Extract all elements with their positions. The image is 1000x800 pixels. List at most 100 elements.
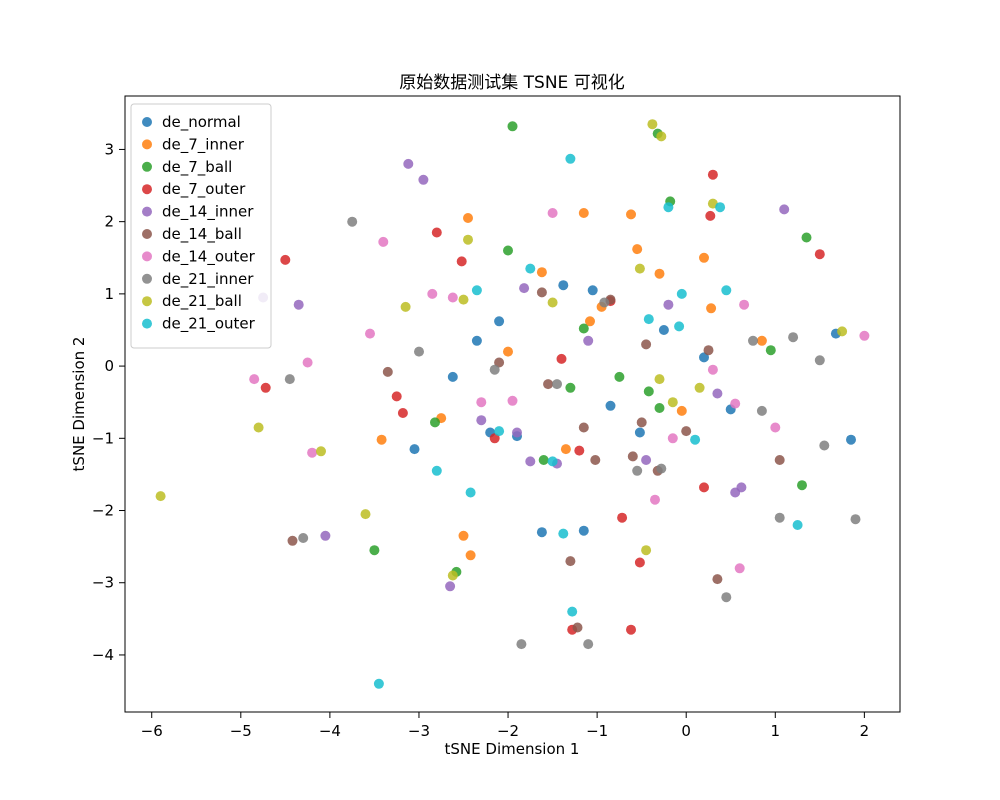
legend-label-de_7_inner: de_7_inner — [162, 135, 245, 154]
point-de_normal — [471, 335, 482, 346]
point-de_21_inner — [298, 533, 309, 543]
y-tick-label: −3 — [92, 574, 114, 592]
legend-label-de_14_inner: de_14_inner — [162, 203, 254, 222]
legend-label-de_21_ball: de_21_ball — [162, 292, 242, 311]
point-de_normal — [658, 325, 669, 335]
point-de_21_ball — [155, 491, 166, 502]
point-de_14_outer — [365, 328, 375, 339]
point-de_21_outer — [715, 202, 726, 213]
point-de_7_ball — [503, 245, 513, 256]
legend-marker-de_normal — [142, 117, 152, 127]
point-de_21_inner — [414, 346, 424, 357]
point-de_14_ball — [572, 622, 583, 633]
point-de_14_ball — [578, 422, 589, 433]
point-de_14_inner — [779, 204, 790, 215]
point-de_21_inner — [819, 440, 830, 451]
point-de_7_inner — [536, 267, 547, 278]
legend-marker-de_21_inner — [142, 273, 152, 284]
x-tick-label: −4 — [319, 722, 341, 740]
point-de_21_outer — [676, 288, 687, 299]
point-de_7_outer — [397, 408, 408, 418]
point-de_7_outer — [707, 169, 718, 180]
point-de_21_outer — [567, 606, 578, 617]
point-de_21_ball — [837, 326, 848, 337]
point-de_21_inner — [756, 405, 767, 416]
legend-label-de_14_ball: de_14_ball — [162, 225, 242, 244]
point-de_14_inner — [583, 335, 594, 346]
point-de_7_outer — [814, 249, 825, 260]
point-de_7_ball — [430, 417, 440, 428]
point-de_14_outer — [378, 236, 389, 247]
point-de_14_outer — [427, 288, 438, 299]
point-de_14_inner — [512, 427, 522, 438]
point-de_14_outer — [476, 397, 487, 408]
point-de_normal — [536, 527, 547, 538]
y-tick-label: −2 — [92, 502, 114, 520]
point-de_normal — [409, 444, 420, 455]
point-de_21_outer — [565, 153, 576, 164]
point-de_7_inner — [632, 244, 643, 255]
point-de_7_inner — [560, 444, 571, 455]
point-de_21_outer — [558, 528, 569, 539]
point-de_21_ball — [400, 301, 411, 312]
point-de_14_inner — [736, 482, 747, 493]
point-de_normal — [587, 285, 598, 296]
point-de_14_ball — [536, 287, 547, 298]
point-de_7_inner — [458, 530, 469, 541]
point-de_14_inner — [641, 455, 652, 465]
point-de_21_ball — [634, 263, 645, 274]
point-de_21_outer — [721, 285, 732, 296]
legend-label-de_7_ball: de_7_ball — [162, 158, 232, 177]
point-de_7_inner — [626, 209, 636, 220]
legend-marker-de_7_inner — [142, 139, 152, 150]
legend-label-de_normal: de_normal — [162, 113, 241, 132]
point-de_21_outer — [471, 285, 482, 296]
point-de_21_outer — [674, 321, 685, 332]
point-de_21_inner — [552, 379, 562, 390]
point-de_21_ball — [360, 509, 371, 520]
point-de_7_outer — [574, 445, 585, 456]
x-tick-label: 0 — [681, 722, 691, 740]
point-de_14_inner — [663, 299, 674, 310]
point-de_7_ball — [797, 480, 807, 491]
point-de_14_inner — [320, 530, 331, 541]
legend-label-de_21_outer: de_21_outer — [162, 315, 256, 334]
legend-label-de_7_outer: de_7_outer — [162, 180, 246, 199]
point-de_14_outer — [507, 395, 518, 406]
plot-border — [124, 95, 901, 713]
point-de_7_outer — [431, 227, 442, 238]
point-de_normal — [578, 525, 589, 536]
point-de_7_outer — [634, 557, 645, 568]
x-tick-label: −2 — [497, 722, 519, 740]
point-de_14_outer — [739, 299, 750, 310]
y-tick-label: 3 — [104, 140, 114, 158]
point-de_21_inner — [774, 512, 785, 523]
point-de_21_inner — [489, 364, 500, 375]
point-de_14_ball — [636, 417, 647, 428]
point-de_14_outer — [547, 208, 558, 218]
point-de_normal — [558, 280, 569, 291]
point-de_7_outer — [617, 512, 628, 523]
point-de_21_outer — [494, 426, 505, 437]
point-de_normal — [846, 434, 856, 445]
point-de_7_inner — [578, 208, 589, 218]
point-de_21_ball — [447, 570, 458, 581]
point-de_7_ball — [369, 545, 380, 556]
legend-marker-de_21_outer — [142, 318, 152, 329]
point-de_14_ball — [712, 574, 723, 585]
point-de_21_inner — [850, 514, 861, 525]
point-de_21_ball — [654, 374, 665, 385]
point-de_14_ball — [641, 339, 652, 350]
point-de_7_outer — [699, 482, 709, 493]
point-de_14_outer — [307, 447, 318, 458]
point-de_14_outer — [770, 422, 781, 433]
point-de_21_inner — [748, 335, 758, 346]
point-de_14_ball — [590, 455, 601, 465]
point-de_7_ball — [507, 121, 518, 132]
y-tick-label: −1 — [92, 429, 114, 447]
point-de_7_inner — [676, 405, 687, 416]
x-tick-label: −1 — [586, 722, 608, 740]
point-de_14_ball — [494, 357, 505, 368]
